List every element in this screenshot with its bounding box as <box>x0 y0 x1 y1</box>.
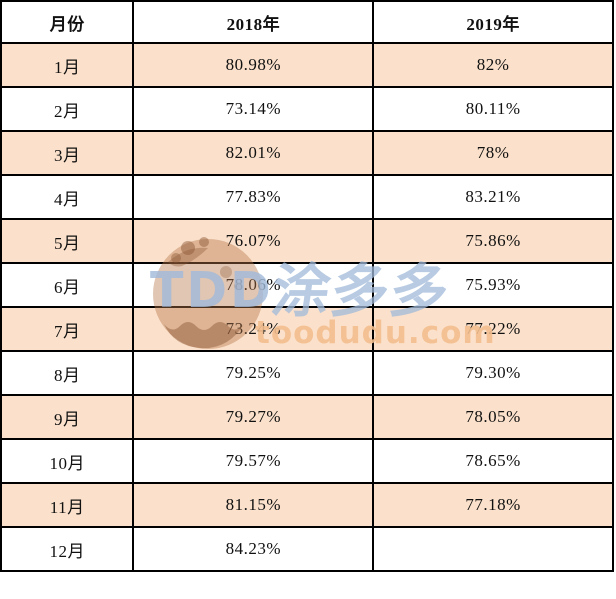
month-cell: 3月 <box>0 130 135 176</box>
value-2018-cell: 80.98% <box>132 42 375 88</box>
value-2018-cell: 78.06% <box>132 262 375 308</box>
value-2019-cell: 83.21% <box>372 174 614 220</box>
table-row: 11月 81.15% 77.18% <box>0 482 614 528</box>
value-2018-cell: 77.83% <box>132 174 375 220</box>
month-cell: 8月 <box>0 350 135 396</box>
table-row: 9月 79.27% 78.05% <box>0 394 614 440</box>
value-2019-cell: 79.30% <box>372 350 614 396</box>
value-2018-cell: 79.25% <box>132 350 375 396</box>
value-2018-cell: 79.57% <box>132 438 375 484</box>
table-row: 4月 77.83% 83.21% <box>0 174 614 220</box>
month-cell: 11月 <box>0 482 135 528</box>
value-2018-cell: 79.27% <box>132 394 375 440</box>
value-2019-cell: 78% <box>372 130 614 176</box>
value-2019-cell: 80.11% <box>372 86 614 132</box>
month-cell: 2月 <box>0 86 135 132</box>
table-row: 3月 82.01% 78% <box>0 130 614 176</box>
month-cell: 5月 <box>0 218 135 264</box>
value-2019-cell <box>372 526 614 572</box>
table-row: 1月 80.98% 82% <box>0 42 614 88</box>
value-2019-cell: 78.05% <box>372 394 614 440</box>
month-cell: 9月 <box>0 394 135 440</box>
value-2018-cell: 81.15% <box>132 482 375 528</box>
month-cell: 4月 <box>0 174 135 220</box>
value-2019-cell: 77.18% <box>372 482 614 528</box>
table-row: 5月 76.07% 75.86% <box>0 218 614 264</box>
value-2018-cell: 73.24% <box>132 306 375 352</box>
header-month: 月份 <box>0 0 135 44</box>
month-cell: 1月 <box>0 42 135 88</box>
month-cell: 10月 <box>0 438 135 484</box>
header-2019: 2019年 <box>372 0 614 44</box>
value-2019-cell: 75.93% <box>372 262 614 308</box>
value-2018-cell: 84.23% <box>132 526 375 572</box>
value-2019-cell: 77.22% <box>372 306 614 352</box>
monthly-percentage-table: 月份 2018年 2019年 1月 80.98% 82% 2月 73.14% 8… <box>0 0 614 572</box>
month-cell: 7月 <box>0 306 135 352</box>
value-2018-cell: 82.01% <box>132 130 375 176</box>
header-row: 月份 2018年 2019年 <box>0 0 614 44</box>
value-2019-cell: 82% <box>372 42 614 88</box>
table-row: 12月 84.23% <box>0 526 614 572</box>
header-2018: 2018年 <box>132 0 375 44</box>
value-2019-cell: 75.86% <box>372 218 614 264</box>
table-row: 10月 79.57% 78.65% <box>0 438 614 484</box>
month-cell: 6月 <box>0 262 135 308</box>
table-row: 2月 73.14% 80.11% <box>0 86 614 132</box>
value-2018-cell: 73.14% <box>132 86 375 132</box>
value-2019-cell: 78.65% <box>372 438 614 484</box>
table-row: 8月 79.25% 79.30% <box>0 350 614 396</box>
value-2018-cell: 76.07% <box>132 218 375 264</box>
month-cell: 12月 <box>0 526 135 572</box>
table-row: 7月 73.24% 77.22% <box>0 306 614 352</box>
table-row: 6月 78.06% 75.93% <box>0 262 614 308</box>
